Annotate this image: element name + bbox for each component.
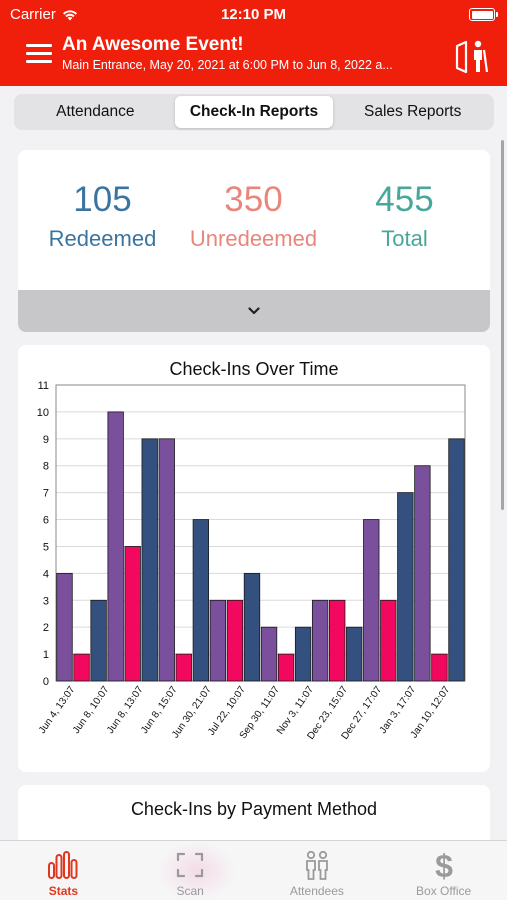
segment-sales-reports[interactable]: Sales Reports — [364, 103, 462, 120]
stat-value: 105 — [73, 180, 132, 219]
status-time: 12:10 PM — [220, 6, 287, 23]
chart-bar — [107, 411, 124, 682]
chart-bar — [56, 572, 73, 682]
y-tick-label: 4 — [43, 568, 49, 580]
y-tick-label: 6 — [43, 515, 49, 527]
tab-label: Box Office — [416, 884, 472, 898]
segment-attendance[interactable]: Attendance — [56, 103, 135, 120]
segment-check-in-reports[interactable]: Check-In Reports — [174, 96, 334, 128]
expand-button[interactable] — [18, 290, 490, 332]
chart-bar — [90, 599, 107, 682]
chart-bar — [226, 599, 244, 682]
battery-icon — [469, 8, 498, 21]
tab-bar: Stats Scan Attendees $ Box Office — [0, 840, 507, 900]
chart-bar — [346, 626, 363, 682]
chart-bar — [243, 572, 261, 682]
y-tick-label: 5 — [43, 541, 49, 553]
tab-label: Scan — [176, 884, 204, 898]
status-bar: Carrier 12:10 PM — [0, 0, 507, 30]
chart-title: Check-Ins Over Time — [169, 359, 339, 379]
y-tick-label: 2 — [43, 622, 49, 634]
stat-label: Unredeemed — [189, 226, 318, 251]
report-segmented-control: Attendance Check-In Reports Sales Report… — [14, 94, 494, 130]
tab-label: Attendees — [289, 884, 344, 898]
chart-bar — [380, 599, 397, 682]
tab-scan[interactable]: Scan — [127, 841, 254, 900]
tab-stats[interactable]: Stats — [0, 841, 127, 900]
app-header: Carrier 12:10 PM An Awesome Event! Main … — [0, 0, 507, 86]
chart-bar — [363, 519, 380, 682]
carrier-label: Carrier — [10, 6, 56, 23]
stat-value: 455 — [375, 180, 434, 219]
chart-bar — [209, 599, 227, 682]
event-title: An Awesome Event! — [62, 34, 244, 55]
y-tick-label: 1 — [43, 649, 49, 661]
stat-value: 350 — [224, 180, 283, 219]
tab-label: Stats — [48, 884, 79, 898]
plot-frame — [55, 384, 466, 682]
stat-label: Redeemed — [48, 226, 157, 251]
chart-bar — [414, 465, 431, 682]
payment-chart-title: Check-Ins by Payment Method — [130, 799, 378, 819]
y-tick-label: 7 — [43, 488, 49, 500]
chart-bar — [448, 438, 465, 682]
tab-attendees[interactable]: Attendees — [254, 841, 381, 900]
checkin-door-icon[interactable] — [455, 38, 489, 74]
stat-unredeemed: 350 Unredeemed — [175, 180, 332, 252]
event-subtitle: Main Entrance, May 20, 2021 at 6:00 PM t… — [62, 58, 393, 72]
chart-bar — [294, 626, 312, 682]
stat-redeemed: 105 Redeemed — [24, 180, 181, 252]
chart-bar — [73, 653, 90, 682]
chart-bar — [192, 519, 210, 682]
stat-label: Total — [381, 226, 428, 251]
bar-chart-icon — [48, 851, 78, 879]
stat-total: 455 Total — [326, 180, 483, 252]
chart-bar — [431, 653, 448, 682]
scan-icon — [177, 852, 204, 878]
chart-bar — [311, 599, 329, 682]
chart-bar — [260, 626, 278, 682]
dollar-icon: $ — [435, 849, 453, 881]
y-tick-label: 9 — [43, 434, 49, 446]
y-tick-label: 3 — [43, 595, 49, 607]
attendees-icon — [305, 850, 328, 880]
chart-bar — [158, 438, 175, 682]
chart-bar — [277, 653, 295, 682]
checkin-summary-card: 105 Redeemed 350 Unredeemed 455 Total — [18, 150, 490, 332]
y-tick-label: 11 — [38, 380, 49, 392]
carrier-indicator: Carrier — [10, 6, 78, 23]
wifi-icon — [62, 9, 77, 20]
chart-bar — [124, 546, 141, 682]
chart-bar — [175, 653, 192, 682]
svg-text:$: $ — [435, 849, 453, 881]
scrollbar[interactable] — [501, 140, 504, 510]
y-tick-label: 10 — [37, 407, 49, 419]
chart-bar — [329, 599, 346, 682]
y-tick-label: 8 — [43, 461, 49, 473]
chevron-down-icon — [248, 307, 260, 314]
y-tick-label: 0 — [43, 676, 49, 688]
chart-bar — [397, 492, 414, 682]
checkins-over-time-card: Check-Ins Over Time 0 1 2 3 4 5 6 7 8 9 10 11 Jun 4,… — [18, 345, 490, 772]
hamburger-menu-icon[interactable] — [26, 44, 52, 64]
tab-box-office[interactable]: $ Box Office — [380, 841, 507, 900]
chart-bar — [141, 438, 158, 682]
